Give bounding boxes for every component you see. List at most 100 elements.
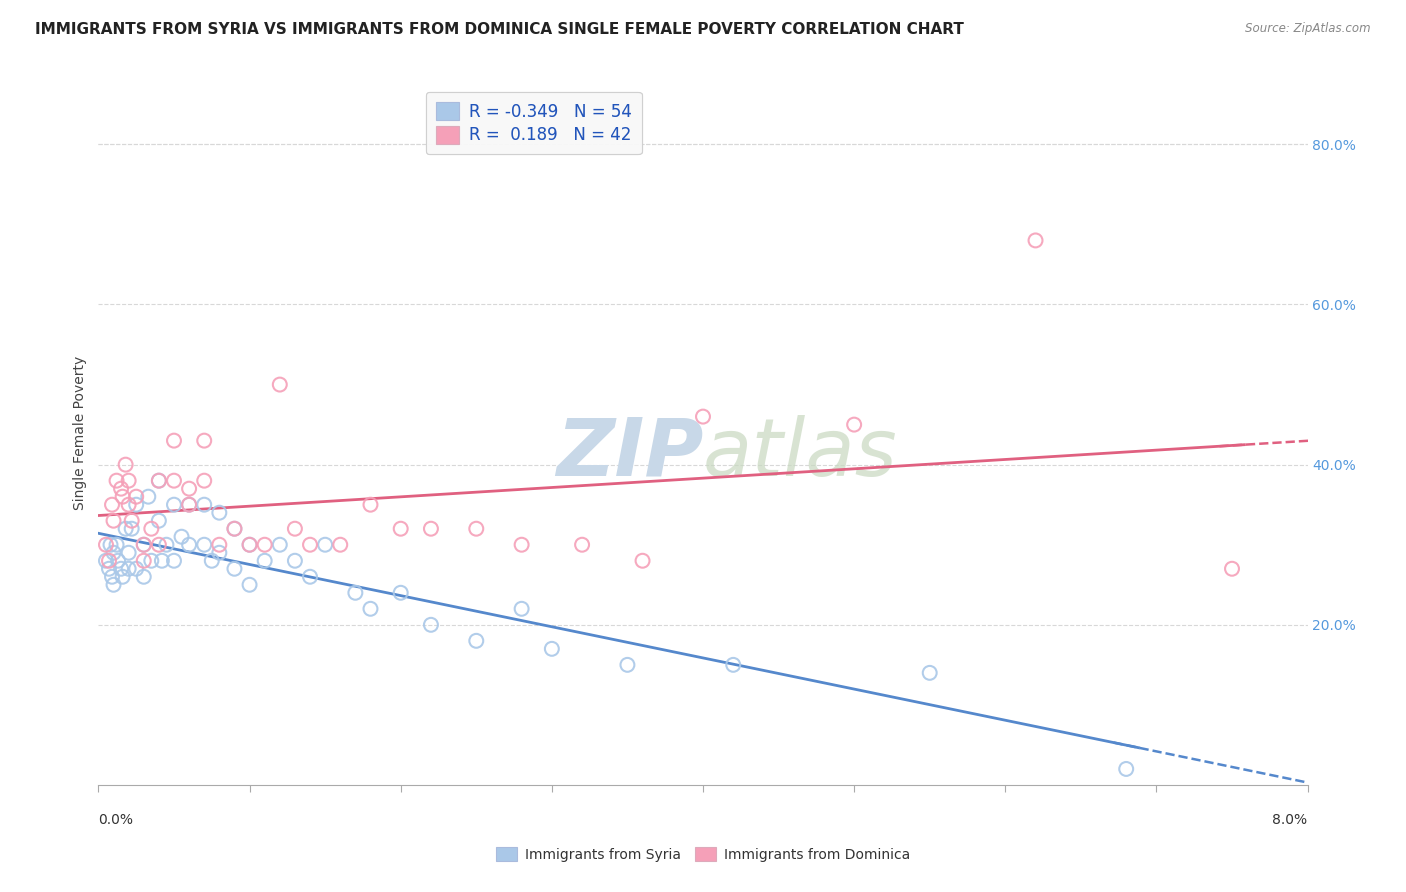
- Point: [110, 562, 132, 576]
- Point: [239, 538, 262, 552]
- Point: [118, 474, 141, 488]
- Point: [389, 522, 412, 536]
- Point: [111, 570, 134, 584]
- Point: [94, 538, 117, 552]
- Point: [692, 409, 714, 424]
- Point: [193, 538, 215, 552]
- Point: [1115, 762, 1137, 776]
- Point: [360, 601, 382, 615]
- Point: [150, 554, 173, 568]
- Point: [253, 554, 276, 568]
- Point: [465, 633, 488, 648]
- Point: [465, 522, 488, 536]
- Text: ZIP: ZIP: [555, 415, 703, 492]
- Point: [616, 657, 638, 672]
- Point: [208, 538, 231, 552]
- Point: [125, 498, 148, 512]
- Point: [132, 538, 155, 552]
- Point: [141, 522, 163, 536]
- Point: [208, 506, 231, 520]
- Point: [179, 538, 201, 552]
- Point: [179, 498, 201, 512]
- Point: [163, 474, 186, 488]
- Point: [1220, 562, 1243, 576]
- Point: [107, 554, 129, 568]
- Point: [118, 546, 141, 560]
- Text: IMMIGRANTS FROM SYRIA VS IMMIGRANTS FROM DOMINICA SINGLE FEMALE POVERTY CORRELAT: IMMIGRANTS FROM SYRIA VS IMMIGRANTS FROM…: [35, 22, 965, 37]
- Point: [114, 522, 136, 536]
- Point: [253, 538, 276, 552]
- Point: [420, 617, 443, 632]
- Point: [269, 377, 291, 392]
- Point: [125, 562, 148, 576]
- Point: [239, 538, 262, 552]
- Point: [148, 514, 170, 528]
- Point: [201, 554, 224, 568]
- Point: [132, 538, 155, 552]
- Point: [284, 522, 307, 536]
- Point: [269, 538, 291, 552]
- Point: [723, 657, 745, 672]
- Text: Source: ZipAtlas.com: Source: ZipAtlas.com: [1246, 22, 1371, 36]
- Point: [314, 538, 336, 552]
- Text: atlas: atlas: [703, 415, 898, 492]
- Point: [224, 562, 246, 576]
- Point: [510, 601, 533, 615]
- Point: [111, 490, 134, 504]
- Point: [420, 522, 443, 536]
- Y-axis label: Single Female Poverty: Single Female Poverty: [73, 356, 87, 509]
- Point: [163, 554, 186, 568]
- Point: [179, 482, 201, 496]
- Point: [103, 546, 125, 560]
- Point: [163, 498, 186, 512]
- Point: [360, 498, 382, 512]
- Legend: R = -0.349   N = 54, R =  0.189   N = 42: R = -0.349 N = 54, R = 0.189 N = 42: [426, 92, 641, 154]
- Point: [193, 498, 215, 512]
- Point: [101, 570, 124, 584]
- Text: 8.0%: 8.0%: [1272, 814, 1308, 827]
- Point: [299, 538, 322, 552]
- Point: [299, 570, 322, 584]
- Point: [103, 578, 125, 592]
- Point: [105, 538, 128, 552]
- Point: [389, 586, 412, 600]
- Point: [94, 554, 117, 568]
- Point: [193, 474, 215, 488]
- Point: [631, 554, 654, 568]
- Point: [118, 498, 141, 512]
- Point: [224, 522, 246, 536]
- Point: [121, 514, 143, 528]
- Point: [105, 474, 128, 488]
- Point: [844, 417, 866, 432]
- Point: [510, 538, 533, 552]
- Point: [98, 562, 121, 576]
- Point: [571, 538, 593, 552]
- Point: [208, 546, 231, 560]
- Point: [132, 554, 155, 568]
- Point: [98, 554, 121, 568]
- Point: [179, 498, 201, 512]
- Point: [239, 578, 262, 592]
- Point: [121, 522, 143, 536]
- Point: [103, 514, 125, 528]
- Point: [101, 498, 124, 512]
- Point: [110, 482, 132, 496]
- Point: [540, 641, 562, 656]
- Point: [224, 522, 246, 536]
- Point: [141, 554, 163, 568]
- Point: [170, 530, 193, 544]
- Point: [118, 562, 141, 576]
- Point: [284, 554, 307, 568]
- Legend: Immigrants from Syria, Immigrants from Dominica: Immigrants from Syria, Immigrants from D…: [491, 841, 915, 867]
- Point: [193, 434, 215, 448]
- Point: [125, 490, 148, 504]
- Point: [155, 538, 177, 552]
- Point: [136, 490, 159, 504]
- Point: [148, 538, 170, 552]
- Point: [163, 434, 186, 448]
- Point: [132, 570, 155, 584]
- Point: [344, 586, 367, 600]
- Text: 0.0%: 0.0%: [98, 814, 134, 827]
- Point: [114, 458, 136, 472]
- Point: [148, 474, 170, 488]
